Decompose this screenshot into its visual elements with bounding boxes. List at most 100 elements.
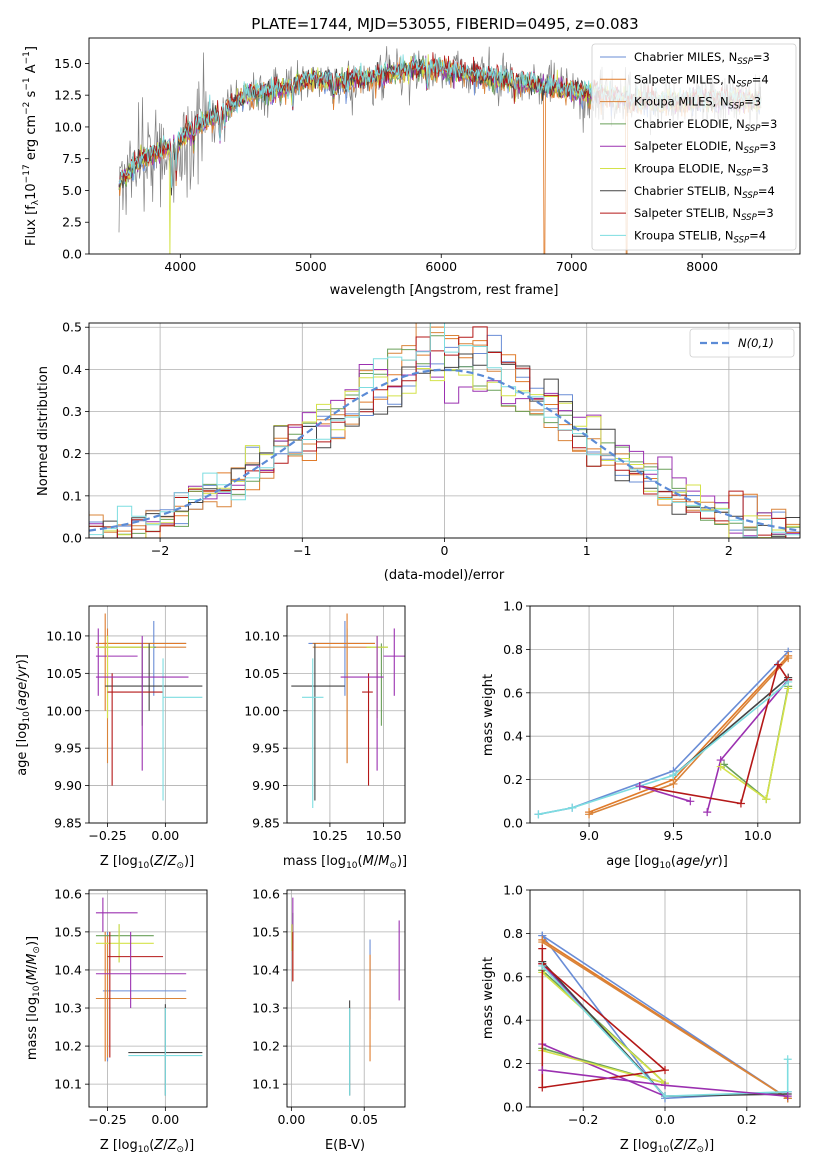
mass-weight-marker: [669, 771, 678, 780]
y-tick-label: 0.0: [62, 531, 82, 546]
x-tick-label: 7000: [556, 259, 588, 274]
y-tick-label: 10.4: [252, 962, 280, 977]
y-tick-label: 1.0: [503, 883, 523, 898]
residual_hist-frame: −2 −1 0 1 2 0.0 0.1 0.2 0.3 0.4 0.5: [62, 320, 801, 558]
y-tick-label: 0.0: [62, 247, 82, 262]
mass-weight-line: [639, 785, 691, 803]
legend-entry: Salpeter STELIB, NSSP=3: [634, 206, 774, 223]
y-tick-label: 10.2: [252, 1039, 280, 1054]
mass-weight-line: [723, 686, 789, 801]
x-tick-label: 10.25: [312, 828, 348, 843]
x-tick-label: −0.25: [88, 828, 126, 843]
y-tick-label: 9.95: [252, 741, 280, 756]
y-tick-label: 0.2: [503, 1056, 523, 1071]
y-tick-label: 0.8: [503, 926, 523, 941]
x-tick-label: 0.05: [350, 1112, 378, 1127]
y-tick-label: 12.5: [54, 88, 82, 103]
mass-weight-marker: [538, 1083, 547, 1092]
y-tick-label: 9.85: [54, 816, 82, 831]
x-tick-label: 0.2: [737, 1112, 757, 1127]
mass-weight-line: [538, 681, 789, 816]
legend-entry: N(0,1): [738, 336, 774, 350]
axes-frame: [286, 605, 406, 824]
y-tick-label: 5.0: [62, 183, 82, 198]
y-tick-label: 9.90: [252, 778, 280, 793]
x-tick-label: 1: [583, 543, 591, 558]
y-tick-label: 0.2: [62, 446, 82, 461]
y-tick-label: 10.00: [244, 703, 280, 718]
histograms: [89, 323, 800, 538]
y-tick-label: 10.5: [252, 924, 280, 939]
y-tick-label: 10.3: [252, 1001, 280, 1016]
axes-frame: [88, 37, 801, 255]
mass_vs_ebv-axes: [287, 890, 405, 1107]
hist-ylabel: Normed distribution: [36, 366, 51, 496]
legend-entry: Kroupa STELIB, NSSP=4: [634, 228, 766, 245]
y-tick-label: 1.0: [503, 599, 523, 614]
mass-weight-line: [720, 688, 789, 801]
mass-weight-marker: [661, 1066, 669, 1075]
mass-weight-line: [541, 941, 789, 1099]
mass-weight-marker: [669, 779, 678, 788]
spectrum-legend: Chabrier MILES, NSSP=3 Salpeter MILES, NS…: [591, 43, 797, 251]
x-tick-label: 0.00: [151, 1112, 179, 1127]
axes-frame: [286, 889, 406, 1108]
spectrum-ylabel: Flux [fλ10−17 erg cm−2 s−1 A−1]: [22, 46, 41, 246]
legend-entry: Salpeter ELODIE, NSSP=3: [634, 139, 776, 156]
spectrum-xlabel: wavelength [Angstrom, rest frame]: [330, 283, 559, 298]
y-tick-label: 2.5: [62, 215, 82, 230]
y-tick-label: 10.10: [244, 628, 280, 643]
age_vs_Z-axes: [89, 606, 207, 824]
mw-age-ylabel: mass weight: [481, 674, 496, 756]
mass-z-xlabel: Z [log10(Z/Z⊙)]: [100, 1138, 194, 1155]
y-tick-label: 9.90: [54, 778, 82, 793]
x-tick-label: −0.25: [88, 1112, 126, 1127]
mass-weight-marker: [538, 961, 547, 970]
age_vs_mass-axes: [287, 606, 405, 824]
y-tick-label: 0.4: [62, 362, 82, 377]
legend-entry: Chabrier STELIB, NSSP=4: [634, 184, 775, 201]
y-tick-label: 0.6: [503, 969, 523, 984]
y-tick-label: 10.6: [252, 886, 280, 901]
y-tick-label: 10.00: [46, 703, 82, 718]
mass-weight-marker: [538, 1066, 547, 1075]
normal-curve: [89, 368, 800, 532]
age_vs_Z-frame: −0.25 0.00 9.85 9.90 9.95 10.00 10.05 10.10: [46, 605, 208, 843]
x-tick-label: 0: [441, 543, 449, 558]
mass-weight-marker: [716, 762, 725, 771]
mass-weight-marker: [635, 782, 644, 791]
mass-weight-marker: [762, 795, 771, 804]
x-tick-label: 9.5: [663, 828, 683, 843]
y-tick-label: 10.6: [54, 886, 82, 901]
age_vs_mass-errorbars: [291, 613, 405, 809]
mass-weight-marker: [784, 654, 793, 663]
mass_vs_Z-frame: −0.25 0.00 10.1 10.2 10.3 10.4 10.5 10.6: [54, 886, 208, 1127]
y-tick-label: 7.5: [62, 151, 82, 166]
legend-entry: Chabrier ELODIE, NSSP=3: [634, 117, 777, 134]
x-tick-label: 10.50: [366, 828, 402, 843]
mass-weight-marker: [534, 810, 543, 819]
axes-frame: [529, 605, 801, 824]
spectrum-frame: 4000 5000 6000 7000 8000 0.0 2.5 5.0 7.5 10.0 12.5…: [54, 37, 801, 274]
x-tick-label: 5000: [295, 259, 327, 274]
y-tick-label: 0.0: [503, 816, 523, 831]
mw-z-ylabel: mass weight: [481, 957, 496, 1039]
legend-entry: Kroupa ELODIE, NSSP=3: [634, 162, 769, 179]
x-tick-label: 2: [725, 543, 733, 558]
mass-weight-marker: [783, 1092, 792, 1101]
x-tick-label: 0.00: [277, 1112, 305, 1127]
mass-weight-marker: [783, 1055, 792, 1064]
mass-z-ylabel: mass [log10(M/M⊙)]: [25, 936, 42, 1060]
y-tick-label: 0.4: [503, 729, 523, 744]
mass_vs_ebv-errorbars: [291, 897, 400, 1096]
mass_weight_vs_Z-lines: [538, 931, 792, 1103]
legend-frame: [689, 328, 795, 358]
x-tick-label: 10.0: [744, 828, 772, 843]
axes-frame: [88, 605, 208, 824]
mass-weight-marker: [736, 799, 745, 808]
legend-entry: Kroupa MILES, NSSP=3: [634, 95, 761, 112]
mass-weight-marker: [661, 1092, 669, 1101]
mass-weight-line: [588, 655, 789, 813]
hist-legend: N(0,1): [689, 328, 795, 358]
y-tick-label: 10.4: [54, 962, 82, 977]
